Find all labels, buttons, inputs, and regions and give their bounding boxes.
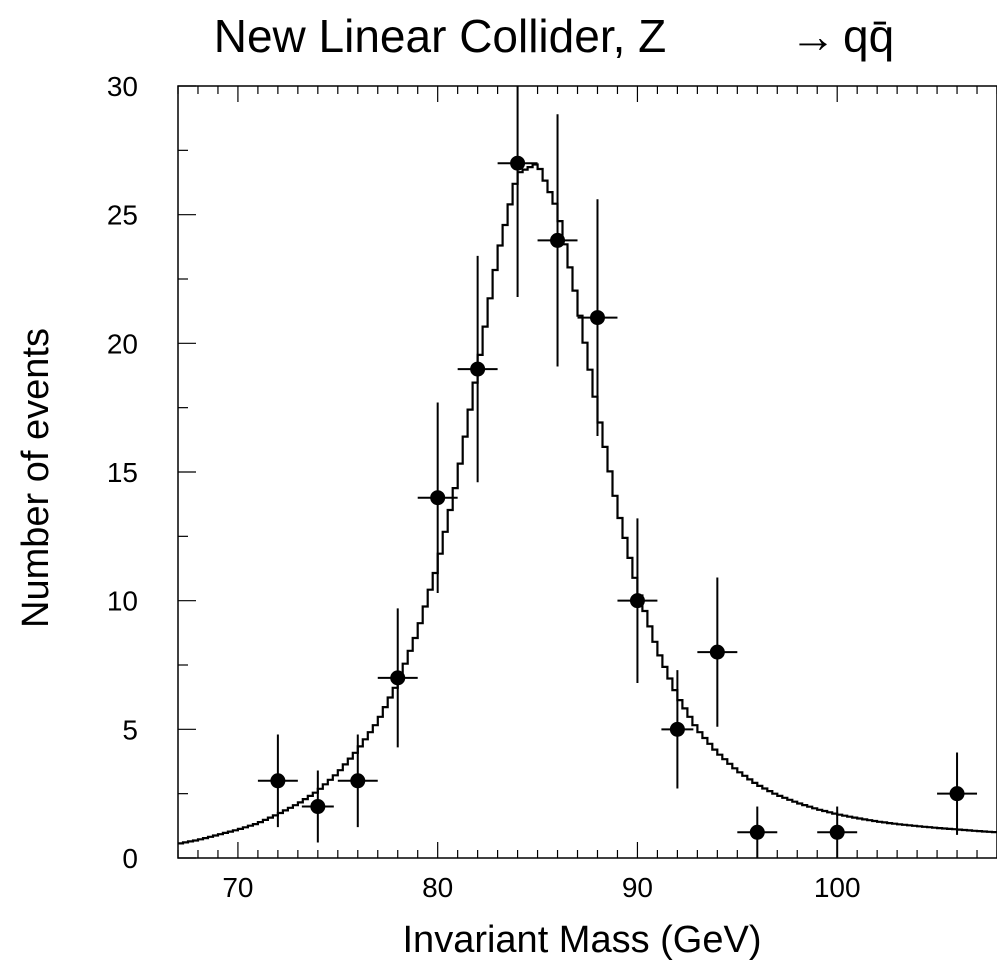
data-point [617, 518, 658, 684]
y-tick-label: 15 [107, 457, 138, 488]
data-points [257, 86, 978, 858]
data-marker [310, 799, 326, 815]
data-marker [390, 670, 406, 686]
chart-title-suffix: qq̄ [843, 10, 894, 62]
data-point [337, 734, 378, 828]
chart-title-arrow: → [790, 10, 836, 62]
data-marker [470, 361, 486, 377]
x-axis-label: Invariant Mass (GeV) [403, 919, 762, 961]
data-marker [749, 824, 765, 840]
y-axis-label: Number of events [15, 328, 57, 628]
data-marker [350, 773, 366, 789]
data-point [457, 255, 498, 483]
data-point [301, 770, 334, 843]
x-axis: 70 80 90 100 [177, 86, 997, 903]
data-point [661, 670, 694, 789]
y-tick-label: 25 [107, 200, 138, 231]
data-point [937, 752, 978, 835]
data-marker [629, 593, 645, 609]
data-marker [669, 721, 685, 737]
y-tick-label: 0 [122, 843, 138, 874]
data-point [417, 402, 458, 593]
data-marker [949, 786, 965, 802]
y-axis: 0 5 10 15 20 25 30 [107, 71, 196, 874]
y-tick-label: 10 [107, 586, 138, 617]
x-tick-label: 70 [222, 872, 253, 903]
fit-curve [178, 163, 997, 845]
data-marker [589, 310, 605, 326]
chart-title: New Linear Collider, Z [214, 10, 667, 62]
plot-frame [177, 85, 997, 859]
data-point [577, 199, 618, 436]
data-point [817, 806, 858, 858]
data-point [697, 577, 738, 727]
y-tick-label: 30 [107, 71, 138, 102]
fit-histogram-line [178, 163, 997, 845]
y-tick-label: 5 [122, 714, 138, 745]
x-tick-label: 90 [622, 872, 653, 903]
data-marker [709, 644, 725, 660]
x-tick-label: 80 [422, 872, 453, 903]
data-point [737, 806, 778, 858]
y-tick-label: 20 [107, 328, 138, 359]
data-marker [829, 824, 845, 840]
data-marker [270, 773, 286, 789]
data-marker [430, 490, 446, 506]
data-point [257, 734, 298, 828]
data-point [497, 86, 538, 298]
data-marker [510, 155, 526, 171]
data-point [537, 114, 578, 367]
plot-area [177, 85, 997, 859]
data-marker [550, 232, 566, 248]
x-tick-label: 100 [814, 872, 861, 903]
data-point [377, 608, 418, 748]
